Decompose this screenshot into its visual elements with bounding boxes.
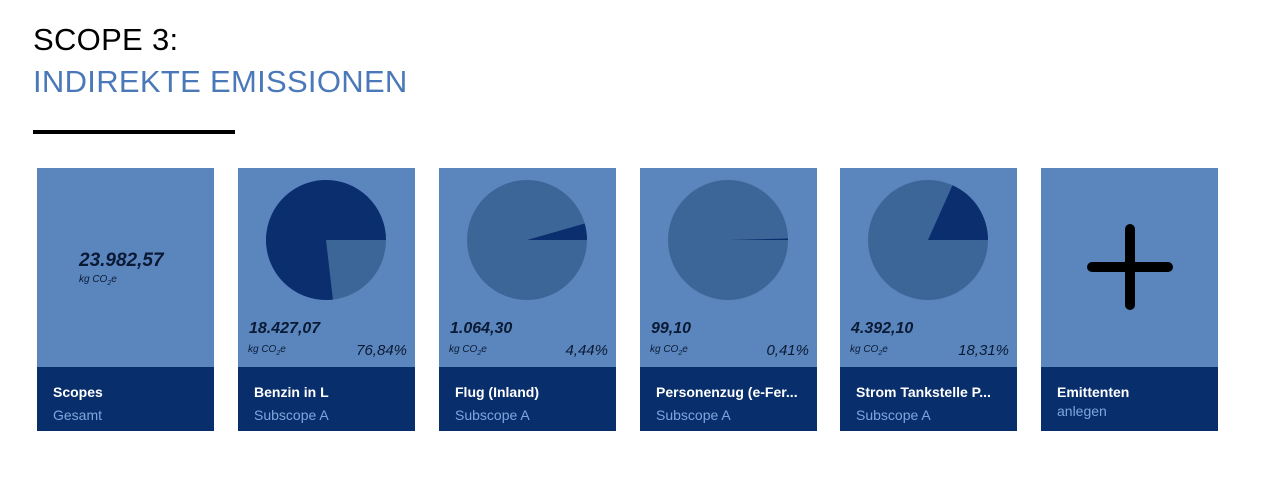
card-footer: Strom Tankstelle P... Subscope A — [840, 367, 1017, 431]
emission-value: 4.392,10 — [851, 320, 914, 337]
scope-title: SCOPE 3: — [33, 22, 179, 57]
card-name: Emittenten — [1057, 384, 1130, 400]
card-sub: Subscope A — [254, 407, 329, 423]
emission-percent: 0,41% — [766, 342, 809, 359]
card-sub: Gesamt — [53, 407, 103, 423]
total-value: 23.982,57 — [79, 250, 164, 271]
total-unit: kg CO2e — [79, 274, 117, 287]
emission-unit: kg CO2e — [449, 344, 487, 357]
emission-percent: 4,44% — [565, 342, 608, 359]
card-footer: Flug (Inland) Subscope A — [439, 367, 616, 431]
card-name: Strom Tankstelle P... — [856, 384, 991, 400]
card-footer: Emittenten anlegen — [1041, 367, 1218, 431]
scopes-total-card[interactable]: 23.982,57 kg CO2e Scopes Gesamt — [37, 168, 214, 431]
pie-chart — [467, 180, 587, 300]
card-footer: Scopes Gesamt — [37, 367, 214, 431]
pie-slice — [266, 180, 386, 301]
emission-percent: 76,84% — [356, 342, 407, 359]
card-footer: Benzin in L Subscope A — [238, 367, 415, 431]
subscope-card-personenzug[interactable]: 99,10 kg CO2e 0,41% Personenzug (e-Fer..… — [640, 168, 817, 431]
emission-unit: kg CO2e — [650, 344, 688, 357]
pie-slice — [527, 223, 587, 240]
card-name: Flug (Inland) — [455, 384, 539, 400]
emission-unit: kg CO2e — [850, 344, 888, 357]
pie-slice — [928, 185, 988, 240]
card-name: Scopes — [53, 384, 103, 400]
subscope-card-strom[interactable]: 4.392,10 kg CO2e 18,31% Strom Tankstelle… — [840, 168, 1017, 431]
pie-chart — [868, 180, 988, 300]
pie-chart — [668, 180, 788, 300]
card-sub: anlegen — [1057, 403, 1107, 419]
card-name: Benzin in L — [254, 384, 329, 400]
card-sub: Subscope A — [455, 407, 530, 423]
emission-percent: 18,31% — [958, 342, 1009, 359]
pie-chart — [266, 180, 386, 301]
card-name: Personenzug (e-Fer... — [656, 384, 798, 400]
subscope-card-benzin[interactable]: 18.427,07 kg CO2e 76,84% Benzin in L Sub… — [238, 168, 415, 431]
emission-value: 18.427,07 — [249, 320, 321, 337]
card-sub: Subscope A — [656, 407, 731, 423]
subscope-card-flug[interactable]: 1.064,30 kg CO2e 4,44% Flug (Inland) Sub… — [439, 168, 616, 431]
emission-value: 1.064,30 — [450, 320, 513, 337]
add-emitter-card[interactable]: Emittenten anlegen — [1041, 168, 1218, 431]
emission-unit: kg CO2e — [248, 344, 286, 357]
title-divider — [33, 130, 235, 134]
card-sub: Subscope A — [856, 407, 931, 423]
emission-value: 99,10 — [651, 320, 692, 337]
plus-icon — [1087, 224, 1173, 310]
scope-subtitle: INDIREKTE EMISSIONEN — [33, 64, 408, 99]
pie-slice — [728, 238, 788, 240]
card-footer: Personenzug (e-Fer... Subscope A — [640, 367, 817, 431]
